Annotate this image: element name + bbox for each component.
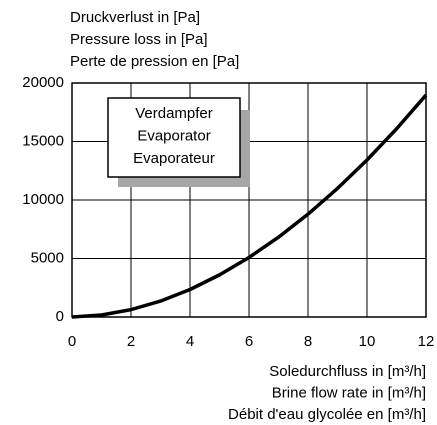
annotation: Verdampfer bbox=[135, 105, 213, 122]
chart-title: Druckverlust in [Pa] bbox=[70, 9, 200, 26]
x-tick-label: 6 bbox=[245, 333, 253, 350]
x-tick-label: 2 bbox=[127, 333, 135, 350]
annotation: Evaporateur bbox=[133, 150, 215, 167]
annotation: Evaporator bbox=[137, 127, 210, 144]
x-axis-label: Brine flow rate in [m³/h] bbox=[272, 384, 426, 401]
x-tick-label: 8 bbox=[304, 333, 312, 350]
y-tick-label: 20000 bbox=[22, 74, 64, 91]
chart-title: Perte de pression en [Pa] bbox=[70, 53, 239, 70]
chart-title: Pressure loss in [Pa] bbox=[70, 31, 208, 48]
x-tick-label: 0 bbox=[68, 333, 76, 350]
x-tick-label: 4 bbox=[186, 333, 194, 350]
y-tick-label: 10000 bbox=[22, 191, 64, 208]
x-axis-label: Débit d'eau glycolée en [m³/h] bbox=[228, 406, 426, 423]
y-tick-label: 15000 bbox=[22, 132, 64, 149]
y-tick-label: 5000 bbox=[31, 249, 64, 266]
y-tick-label: 0 bbox=[56, 308, 64, 325]
annotation-box bbox=[107, 97, 241, 178]
x-tick-label: 10 bbox=[359, 333, 376, 350]
plot-frame bbox=[71, 82, 427, 318]
line-series bbox=[71, 93, 428, 319]
x-axis-label: Soledurchfluss in [m³/h] bbox=[269, 363, 426, 380]
x-tick-label: 12 bbox=[418, 333, 435, 350]
